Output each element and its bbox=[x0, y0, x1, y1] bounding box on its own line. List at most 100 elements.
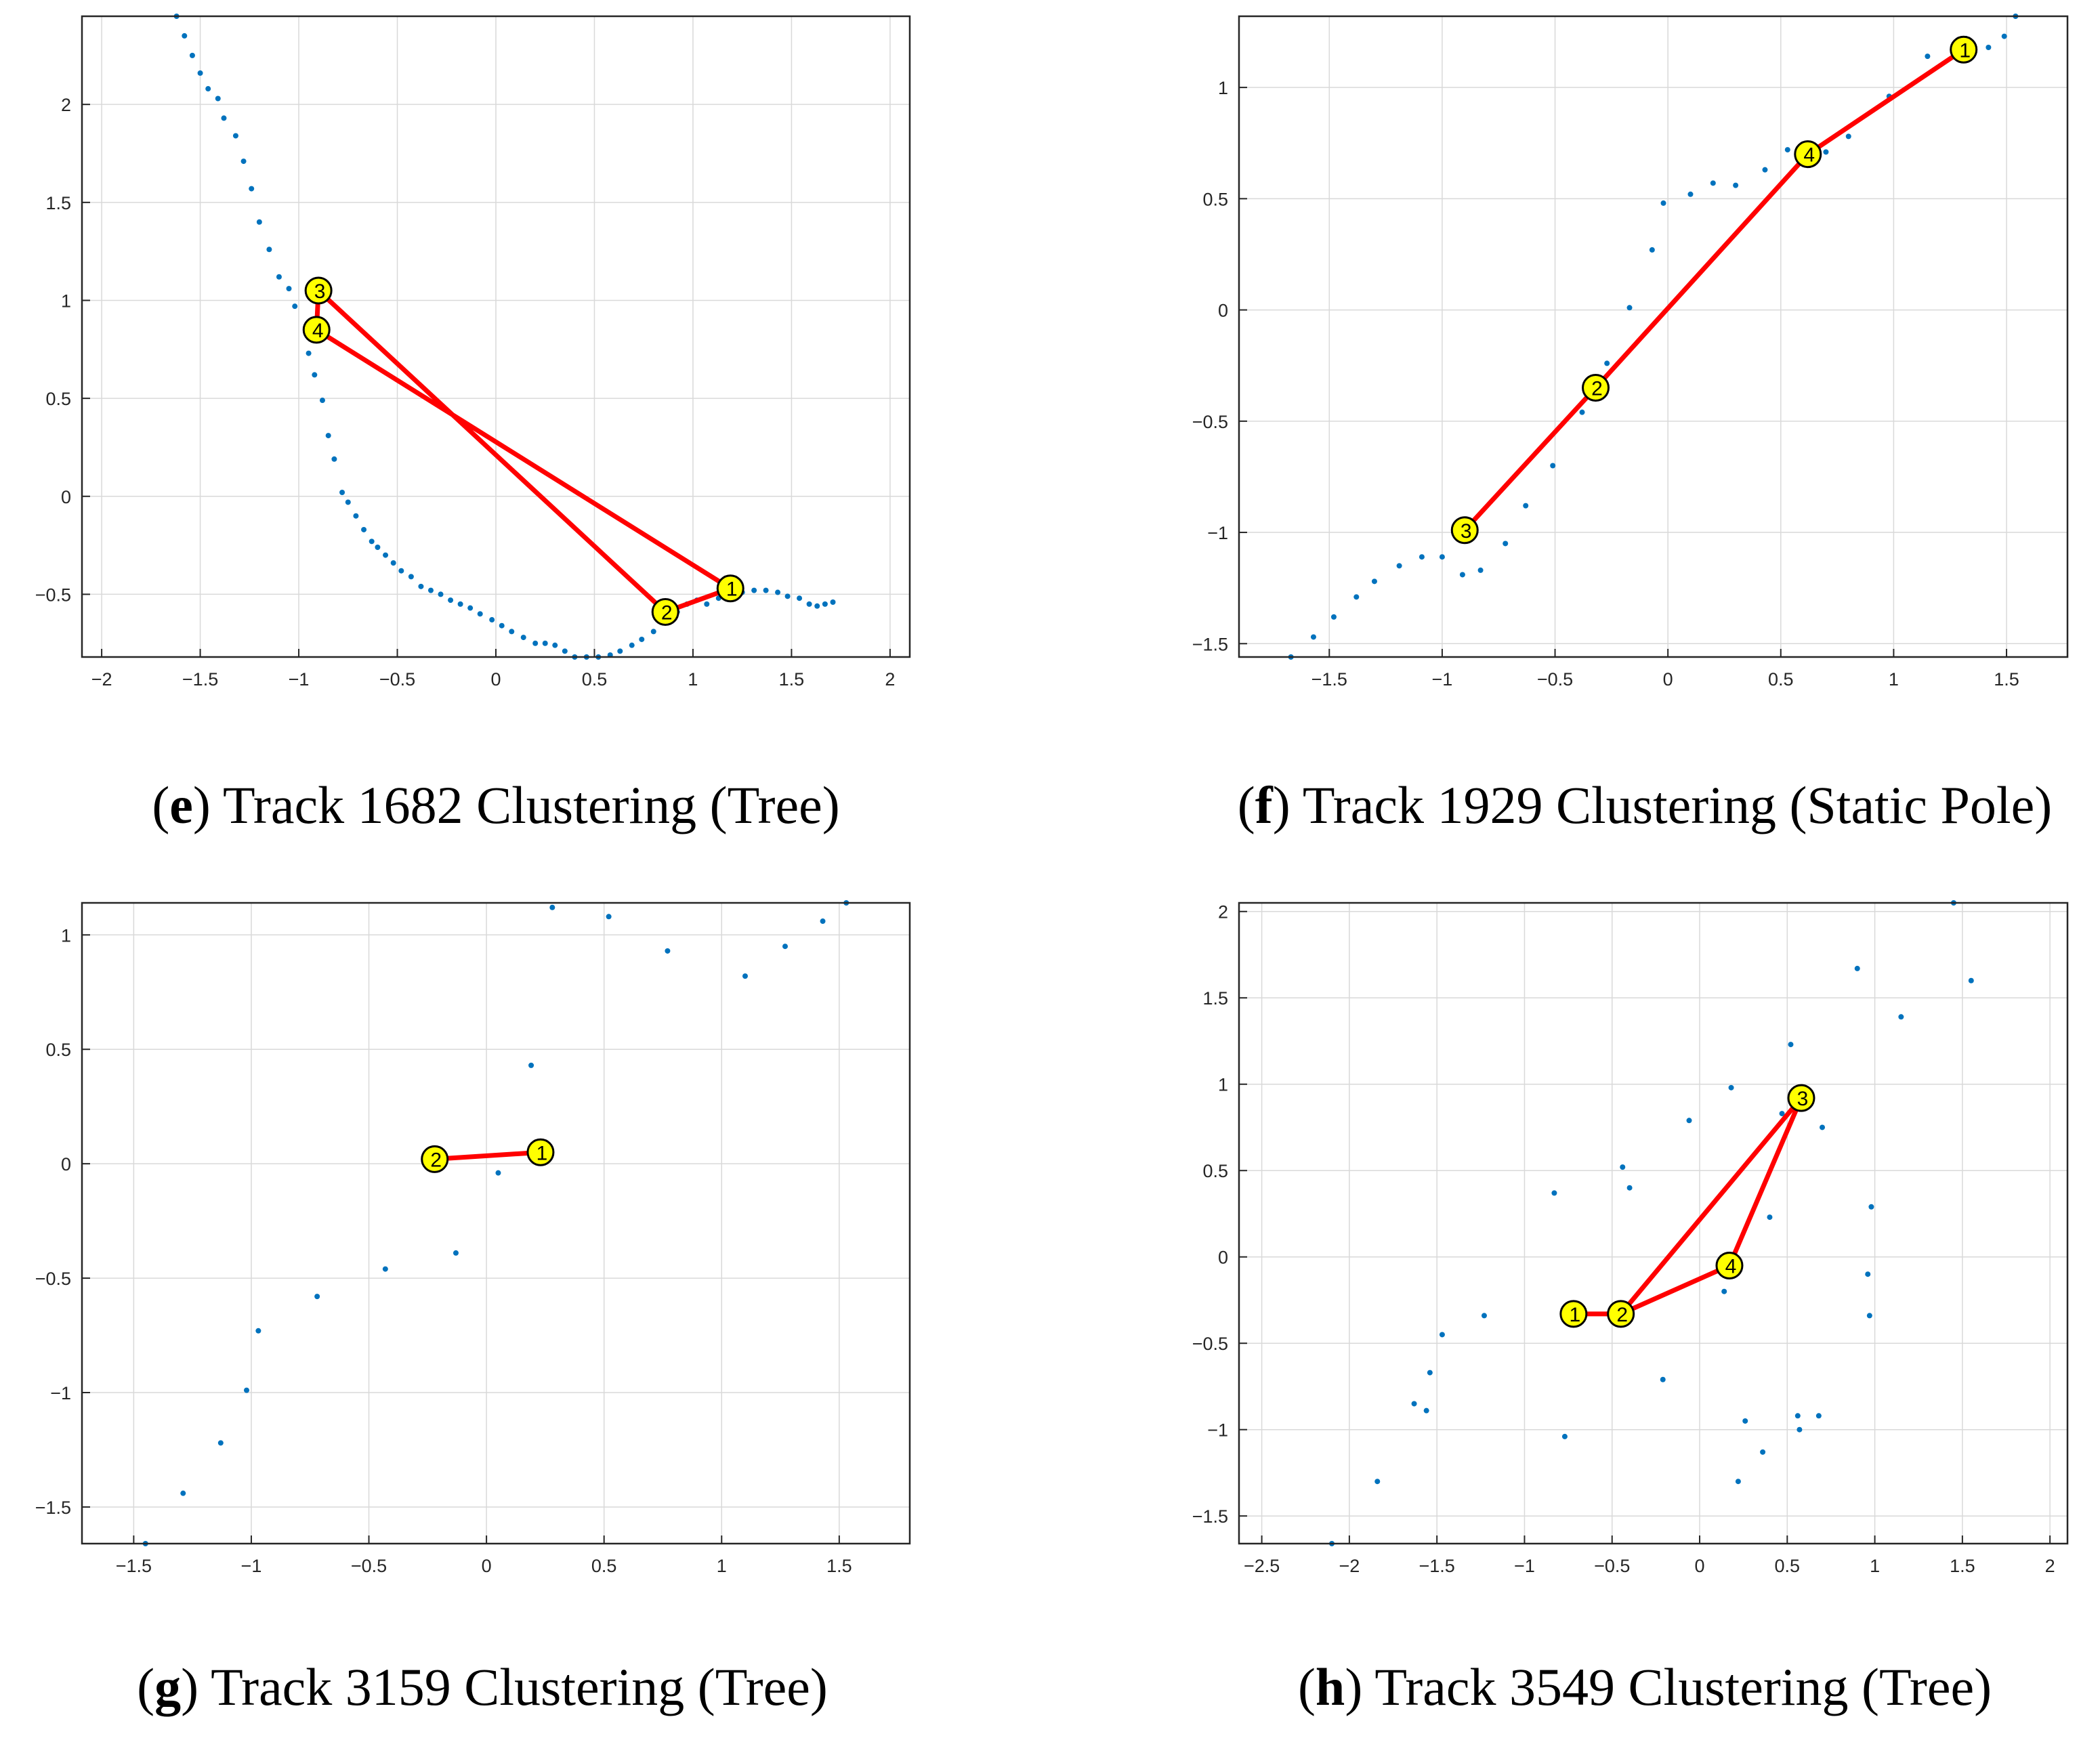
scatter-point-e bbox=[532, 640, 539, 646]
scatter-point-g bbox=[665, 948, 671, 954]
scatter-point-e bbox=[398, 568, 404, 574]
y-tick-label-e: 1.5 bbox=[45, 193, 71, 213]
scatter-point-f bbox=[1579, 409, 1585, 415]
scatter-point-e bbox=[319, 398, 325, 404]
scatter-point-h bbox=[1423, 1407, 1429, 1414]
cluster-marker-f-1 bbox=[1950, 35, 1978, 64]
cluster-marker-g-2 bbox=[421, 1145, 449, 1173]
scatter-point-e bbox=[266, 247, 272, 253]
y-tick-label-g: −1 bbox=[50, 1383, 71, 1403]
y-tick-label-h: −1.5 bbox=[1192, 1506, 1228, 1527]
y-tick-label-e: 0 bbox=[61, 487, 71, 507]
scatter-point-e bbox=[292, 303, 298, 310]
caption-letter-g: g bbox=[154, 1657, 181, 1716]
x-tick-label-g: 0 bbox=[482, 1556, 492, 1576]
plot-area-g bbox=[82, 903, 910, 1544]
x-tick-label-e: −2 bbox=[91, 669, 112, 690]
scatter-point-e bbox=[240, 158, 247, 165]
scatter-point-h bbox=[1374, 1479, 1381, 1485]
y-tick-label-h: 0.5 bbox=[1202, 1161, 1228, 1181]
caption-h: (h) Track 3549 Clustering (Tree) bbox=[1298, 1657, 1992, 1716]
scatter-point-e bbox=[629, 642, 635, 648]
scatter-point-e bbox=[784, 593, 791, 599]
scatter-point-e bbox=[383, 552, 389, 558]
scatter-point-e bbox=[205, 86, 211, 92]
cluster-label-h-1: 1 bbox=[1570, 1304, 1581, 1326]
scatter-point-f bbox=[1371, 578, 1377, 585]
scatter-point-e bbox=[189, 52, 195, 58]
cluster-marker-f-3 bbox=[1450, 516, 1479, 545]
y-tick-label-e: −0.5 bbox=[35, 585, 71, 605]
scatter-point-h bbox=[1742, 1418, 1748, 1424]
scatter-point-e bbox=[617, 648, 623, 654]
scatter-point-e bbox=[806, 601, 812, 607]
scatter-point-h bbox=[1728, 1084, 1734, 1090]
y-tick-label-e: 0.5 bbox=[45, 389, 71, 409]
cluster-markers-f: 1 2 3 4 bbox=[1450, 35, 1978, 545]
scatter-point-h bbox=[1898, 1014, 1904, 1020]
cluster-path-line-f bbox=[1462, 47, 1967, 533]
scatter-point-g bbox=[495, 1170, 501, 1176]
grid-g bbox=[82, 903, 910, 1544]
cluster-path-g bbox=[432, 1149, 543, 1162]
scatter-point-e bbox=[797, 595, 803, 601]
chart-panel-f: −1.5 −1 −0.5 0 0.5 1 1.5 −1.5 −1 −0.5 0 0.5 1 1 2 3 4 (… bbox=[1192, 14, 2069, 834]
caption-text-e: Track 1682 Clustering (Tree) bbox=[211, 776, 840, 834]
cluster-marker-e-4 bbox=[302, 316, 331, 344]
x-tick-label-h: −0.5 bbox=[1594, 1556, 1630, 1576]
x-tick-label-g: −1.5 bbox=[116, 1556, 152, 1576]
scatter-point-h bbox=[1411, 1401, 1417, 1407]
scatter-point-f bbox=[1710, 180, 1716, 186]
scatter-point-h bbox=[1868, 1204, 1874, 1210]
plot-frame-g bbox=[81, 902, 911, 1545]
cluster-label-h-2: 2 bbox=[1616, 1304, 1628, 1326]
scatter-point-e bbox=[369, 538, 375, 545]
y-tick-label-f: −1.5 bbox=[1192, 634, 1228, 654]
cluster-markers-h: 1 2 3 4 bbox=[1559, 1084, 1815, 1328]
scatter-point-h bbox=[1865, 1271, 1871, 1277]
scatter-point-e bbox=[830, 599, 836, 605]
x-tick-label-f: 1 bbox=[1889, 669, 1899, 690]
scatter-point-e bbox=[552, 642, 558, 648]
x-tick-label-e: 1.5 bbox=[779, 669, 805, 690]
scatter-point-g bbox=[453, 1250, 459, 1256]
scatter-point-f bbox=[2001, 33, 2007, 39]
scatter-point-h bbox=[1788, 1042, 1794, 1048]
y-tick-label-h: 0 bbox=[1218, 1248, 1228, 1268]
scatter-point-h bbox=[1797, 1426, 1803, 1433]
scatter-point-e bbox=[448, 597, 454, 603]
scatter-point-g bbox=[549, 904, 555, 910]
scatter-point-f bbox=[1396, 563, 1402, 569]
cluster-label-e-4: 4 bbox=[312, 320, 324, 342]
x-tick-label-f: −0.5 bbox=[1537, 669, 1573, 690]
cluster-label-f-3: 3 bbox=[1461, 520, 1472, 543]
scatter-point-e bbox=[221, 115, 227, 121]
scatter-point-e bbox=[822, 601, 828, 607]
caption-text-g: Track 3159 Clustering (Tree) bbox=[198, 1657, 828, 1716]
scatter-point-g bbox=[606, 914, 612, 920]
y-tick-label-f: 1 bbox=[1218, 78, 1228, 98]
x-tick-label-h: 1.5 bbox=[1950, 1556, 1975, 1576]
scatter-point-f bbox=[1823, 149, 1829, 155]
y-tick-label-h: 1 bbox=[1218, 1075, 1228, 1095]
y-tick-label-e: 1 bbox=[61, 291, 71, 311]
cluster-label-f-1: 1 bbox=[1959, 39, 1971, 62]
caption-g: (g) Track 3159 Clustering (Tree) bbox=[137, 1657, 828, 1716]
scatter-points-h bbox=[1329, 900, 1974, 1546]
scatter-point-e bbox=[639, 636, 645, 642]
y-tick-label-g: 0 bbox=[61, 1154, 71, 1174]
x-tick-label-e: 0.5 bbox=[582, 669, 608, 690]
scatter-point-h bbox=[1551, 1190, 1557, 1196]
scatter-point-e bbox=[331, 456, 337, 462]
cluster-label-e-1: 1 bbox=[726, 578, 738, 601]
scatter-point-g bbox=[244, 1387, 250, 1393]
scatter-point-e bbox=[339, 489, 345, 495]
scatter-point-g bbox=[180, 1490, 186, 1496]
scatter-point-h bbox=[1439, 1332, 1445, 1338]
scatter-point-e bbox=[438, 591, 444, 597]
x-tick-label-h: 0 bbox=[1695, 1556, 1705, 1576]
cluster-markers-e: 1 2 3 4 bbox=[302, 276, 744, 626]
scatter-point-e bbox=[325, 433, 331, 439]
scatter-point-f bbox=[1986, 44, 1992, 50]
scatter-point-f bbox=[1845, 133, 1851, 140]
